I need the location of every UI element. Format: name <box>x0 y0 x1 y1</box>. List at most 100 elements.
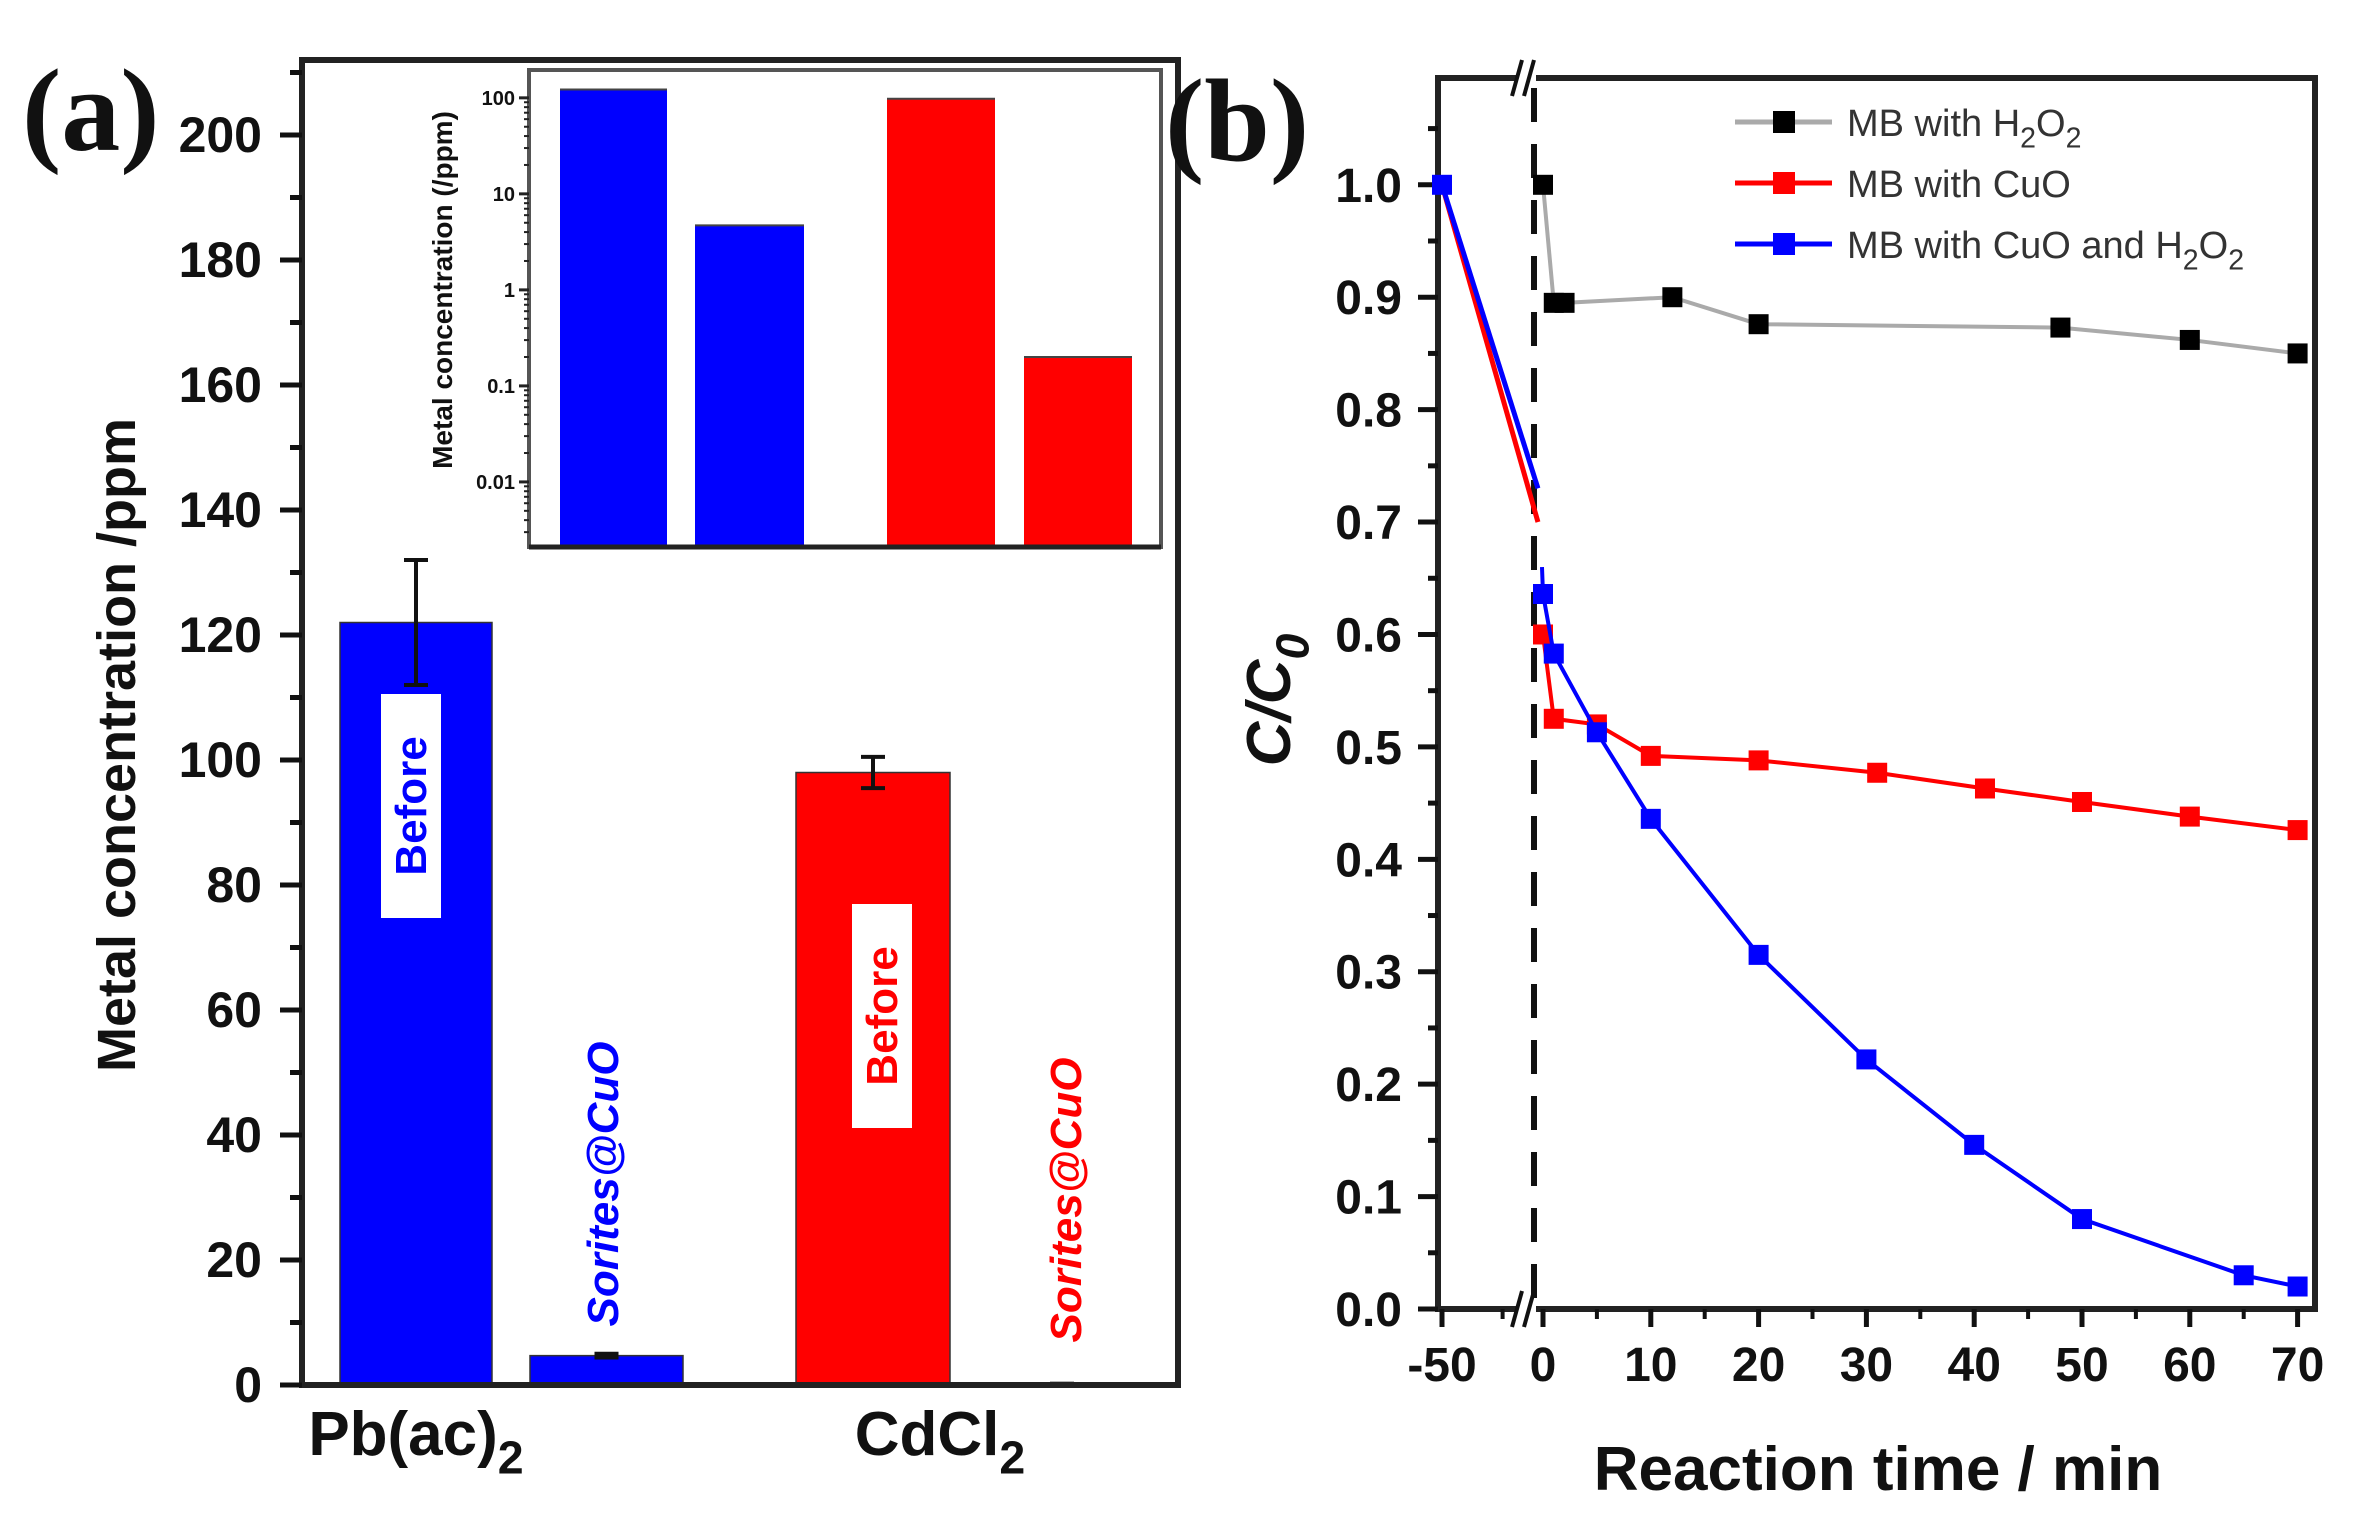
x-tick-label: 40 <box>1948 1339 2001 1392</box>
x-tick-label: 70 <box>2271 1339 2324 1392</box>
y-tick-label: 0 <box>234 1357 262 1413</box>
text-part: MB with H <box>1847 103 2020 145</box>
data-point-marker <box>1748 314 1769 335</box>
data-point-marker <box>2233 1265 2254 1286</box>
plot-frame <box>299 57 1181 1388</box>
y-tick-label: 0.6 <box>1335 609 1402 662</box>
subscript: 2 <box>498 1432 524 1484</box>
data-point-marker <box>2179 806 2200 827</box>
data-point-marker <box>1543 643 1564 664</box>
subscript: 2 <box>2020 122 2036 154</box>
data-point-marker <box>1856 1049 1877 1070</box>
y-tick-label: 0.1 <box>1335 1172 1402 1225</box>
inset-bar <box>887 98 995 548</box>
data-point-marker <box>1554 292 1575 313</box>
y-tick-label: 1.0 <box>1335 160 1402 213</box>
plot-frame <box>1435 75 2318 1312</box>
bar-label: Sorites@CuO <box>1042 1058 1091 1343</box>
x-tick-label: -50 <box>1407 1339 1476 1392</box>
data-point-marker <box>1964 1134 1985 1155</box>
inset-bar <box>560 89 667 547</box>
bar-label-box <box>852 904 912 1128</box>
y-axis-title: C/C0 <box>1235 634 1319 767</box>
bar-label: Before <box>387 736 436 875</box>
data-point-marker <box>2287 820 2308 841</box>
series-line <box>1539 566 2299 1289</box>
inset-y-tick-label: 0.01 <box>476 472 515 494</box>
axis-break-mark <box>1510 59 1524 97</box>
text-part: Pb(ac) <box>308 1400 497 1469</box>
panel-label-b: (b) <box>1165 55 1309 186</box>
x-tick-label: 20 <box>1732 1339 1785 1392</box>
y-tick-label: 100 <box>179 732 262 788</box>
y-tick-label: 60 <box>206 982 262 1038</box>
inset-bar <box>1024 356 1132 547</box>
y-tick-label: 0.3 <box>1335 947 1402 1000</box>
data-point-marker <box>1640 808 1661 829</box>
panel-b-line-chart: (b) 0.0 0.1 0.2 0.3 0.4 0.5 0.6 0.7 0.8 0.9 1.0 -50 0… <box>1165 55 2324 1504</box>
y-tick-label: 160 <box>179 357 262 413</box>
series <box>1439 184 2308 841</box>
data-point-marker <box>1867 762 1888 783</box>
bar-label-box <box>381 694 441 918</box>
y-tick-label: 40 <box>206 1107 262 1163</box>
subscript: 2 <box>2066 122 2082 154</box>
legend-label: MB with CuO <box>1847 164 2071 206</box>
x-tick-label: 0 <box>1530 1339 1557 1392</box>
y-tick-label: 0.4 <box>1335 834 1402 887</box>
inset-y-tick-label: 1 <box>504 280 515 302</box>
y-tick-label: 80 <box>206 857 262 913</box>
inset-y-tick-label: 0.1 <box>487 376 515 398</box>
data-point-marker <box>2287 1276 2308 1297</box>
inset-y-axis-title: Metal concentration (/ppm) <box>427 111 458 469</box>
data-point-marker <box>1543 708 1564 729</box>
series-lead-in-line <box>1439 184 1541 490</box>
data-point-marker <box>2072 1209 2092 1230</box>
x-tick-label: 30 <box>1840 1339 1893 1392</box>
data-point-marker <box>1662 287 1683 308</box>
inset-y-tick-label: 10 <box>493 184 515 206</box>
data-point-marker <box>2050 317 2071 338</box>
data-point-marker <box>2072 791 2092 812</box>
y-tick-label: 0.9 <box>1335 272 1402 325</box>
data-point-marker <box>1748 750 1769 771</box>
subscript: 2 <box>2183 244 2199 276</box>
x-tick-label: 60 <box>2163 1339 2216 1392</box>
series <box>1432 174 2308 1297</box>
text-part: MB with CuO <box>1847 164 2071 206</box>
y-tick-label: 20 <box>206 1232 262 1288</box>
legend-marker <box>1773 172 1795 194</box>
text-part: C/C <box>1235 658 1304 766</box>
bar-label: Sorites@CuO <box>579 1042 628 1327</box>
bar-label: Before <box>858 946 907 1085</box>
data-point-marker <box>2179 329 2200 350</box>
x-category-label: CdCl2 <box>855 1400 1026 1484</box>
axis-break-mark <box>1510 1290 1524 1328</box>
panel-a-bar-chart: (a)BeforeSorites@CuOBeforeSorites@CuO020… <box>22 45 1181 1484</box>
x-category-label: Pb(ac)2 <box>308 1400 523 1484</box>
y-tick-label: 0.8 <box>1335 385 1402 438</box>
panel-label-a: (a) <box>22 45 160 176</box>
y-tick-label: 0.0 <box>1335 1284 1402 1337</box>
text-part: CdCl <box>855 1400 1000 1469</box>
subscript: 2 <box>2228 244 2244 276</box>
x-tick-label: 50 <box>2055 1339 2108 1392</box>
data-point-marker <box>1533 174 1553 195</box>
y-tick-label: 0.5 <box>1335 722 1402 775</box>
inset-bar <box>695 225 804 548</box>
y-tick-label: 0.7 <box>1335 497 1402 550</box>
data-point-marker <box>1533 584 1553 605</box>
data-point-marker <box>1974 778 1995 799</box>
y-tick-label: 120 <box>179 607 262 663</box>
data-point-marker <box>1748 944 1769 965</box>
subscript: 2 <box>999 1432 1025 1484</box>
series <box>1533 174 2308 364</box>
bar <box>529 1354 684 1386</box>
y-tick-label: 140 <box>179 482 262 538</box>
x-tick-label: 10 <box>1624 1339 1677 1392</box>
y-tick-label: 0.2 <box>1335 1059 1402 1112</box>
data-point-marker <box>1432 174 1452 195</box>
text-part: MB with CuO and H <box>1847 225 2183 267</box>
